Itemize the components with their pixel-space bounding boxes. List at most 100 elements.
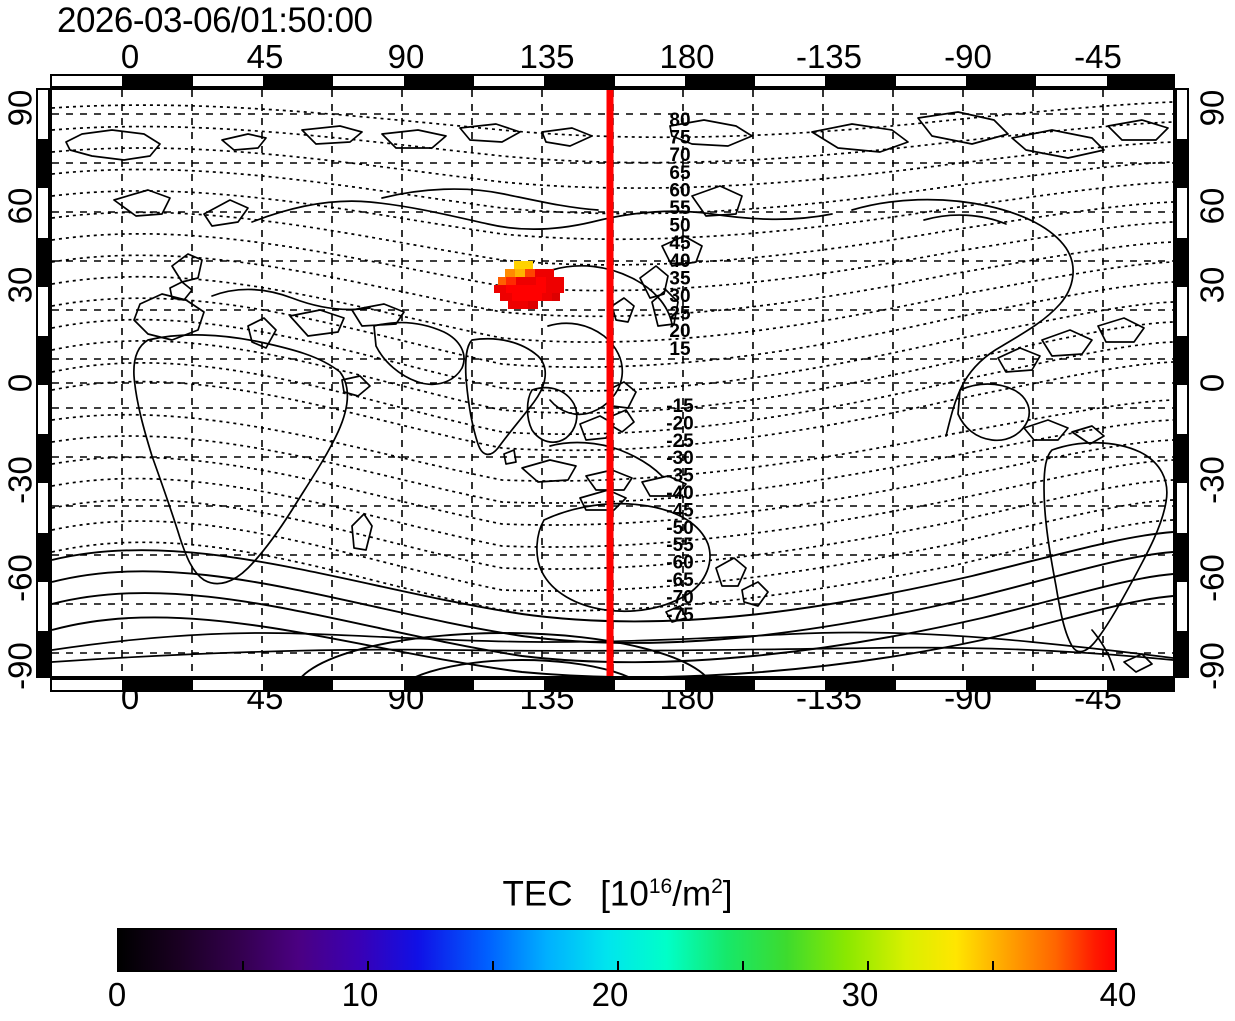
tec-cell <box>516 285 526 293</box>
xaxis-top-tick-m45: -45 <box>1074 38 1122 75</box>
axis-frame-right <box>1175 88 1189 678</box>
yaxis-left-tick-0: 0 <box>1 373 39 393</box>
axis-frame-segment <box>1177 532 1187 582</box>
axis-frame-segment <box>1177 335 1187 385</box>
yaxis-left-tick-m30: -30 <box>1 456 39 504</box>
tec-cell <box>506 277 516 285</box>
tec-cell <box>546 277 556 285</box>
colorbar-tick-20 <box>617 961 619 970</box>
yaxis-left-tick-60: 60 <box>1 187 39 225</box>
tec-cell <box>494 285 506 293</box>
tec-cell <box>532 293 542 301</box>
colorbar-gradient[interactable] <box>117 928 1117 972</box>
tec-enhancement-east-asia <box>494 261 564 309</box>
tec-cell <box>528 301 538 309</box>
contour-label: 55 <box>669 198 691 219</box>
axis-frame-segment <box>122 76 193 86</box>
contour-label: 40 <box>669 251 690 272</box>
colorbar-tick-5 <box>242 961 244 970</box>
yaxis-left-tick-90: 90 <box>1 89 39 127</box>
colorbar-label-40: 40 <box>1099 976 1137 1013</box>
colorbar-unit-mid: /m <box>672 874 712 914</box>
colorbar-label-30: 30 <box>841 976 879 1013</box>
xaxis-top-tick-45: 45 <box>246 38 284 75</box>
tec-cell <box>536 277 546 285</box>
yaxis-left-tick-30: 30 <box>1 266 39 304</box>
contour-label: -75 <box>666 605 694 626</box>
contour-label: 45 <box>669 233 691 254</box>
contour-label: 60 <box>669 180 690 201</box>
colorbar-title: TEC [1016/m2] <box>0 868 1235 914</box>
tec-cell <box>556 277 564 285</box>
xaxis-top-tick-90: 90 <box>387 38 425 75</box>
contour-label: 80 <box>669 110 690 131</box>
xaxis-top-tick-135: 135 <box>519 38 575 75</box>
tec-cell <box>542 293 552 301</box>
tec-cell <box>518 301 528 309</box>
axis-frame-segment <box>684 76 756 86</box>
contour-label: -60 <box>666 553 693 574</box>
axis-frame-segment <box>1177 434 1187 484</box>
colorbar-tick-25 <box>742 961 744 970</box>
tec-cell <box>526 277 536 285</box>
axis-frame-segment <box>1177 630 1187 676</box>
map-plot-area[interactable]: 80 75 70 65 60 55 50 45 40 35 30 25 20 15 -15 -20 -25 -3… <box>50 88 1175 678</box>
axis-frame-segment <box>1106 680 1173 690</box>
xaxis-top-tick-180: 180 <box>659 38 715 75</box>
tec-cell <box>545 269 554 277</box>
axis-frame-segment <box>1106 76 1173 86</box>
contour-label: -35 <box>666 466 694 487</box>
tec-cell <box>556 285 564 293</box>
tec-cell <box>535 269 545 277</box>
contour-label: 25 <box>669 304 691 325</box>
axis-frame-segment <box>262 680 334 690</box>
tec-cell <box>505 269 515 277</box>
contour-label: 30 <box>669 286 690 307</box>
axis-frame-segment <box>38 237 48 287</box>
yaxis-right-tick-30: 30 <box>1193 266 1231 304</box>
yaxis-right-tick-m60: -60 <box>1193 554 1231 602</box>
axis-frame-left <box>36 88 50 678</box>
colorbar-label-20: 20 <box>591 976 629 1013</box>
axis-frame-segment <box>544 76 615 86</box>
contour-label: -30 <box>666 448 693 469</box>
colorbar-tick-10 <box>367 961 369 970</box>
tec-cell <box>514 261 524 269</box>
tec-cell <box>552 293 560 301</box>
axis-frame-segment <box>544 680 615 690</box>
axis-frame-segment <box>262 76 334 86</box>
tec-cell <box>516 277 526 285</box>
contour-label: -65 <box>666 570 694 591</box>
tec-cell <box>515 269 525 277</box>
contour-label: -15 <box>666 396 694 417</box>
colorbar-label-0: 0 <box>107 976 127 1013</box>
axis-frame-segment <box>38 139 48 189</box>
tec-cell <box>498 277 506 285</box>
colorbar-unit-exponent2: 2 <box>711 875 723 898</box>
contour-label: 35 <box>669 268 691 289</box>
contour-label: -25 <box>666 431 694 452</box>
yaxis-right-tick-0: 0 <box>1193 373 1231 393</box>
axis-frame-segment <box>38 630 48 676</box>
map-canvas: 80 75 70 65 60 55 50 45 40 35 30 25 20 15 -15 -20 -25 -3… <box>52 90 1173 676</box>
tec-cell <box>525 269 535 277</box>
axis-frame-segment <box>684 680 756 690</box>
coastlines <box>52 111 1173 673</box>
contour-label: -20 <box>666 413 693 434</box>
axis-frame-segment <box>122 680 193 690</box>
contour-label: 70 <box>669 145 690 166</box>
axis-frame-segment <box>38 335 48 385</box>
contour-label: -40 <box>666 483 693 504</box>
xaxis-top-tick-m90: -90 <box>944 38 992 75</box>
contour-label: -50 <box>666 518 693 539</box>
axis-frame-segment <box>966 680 1037 690</box>
colorbar-unit-suffix: ] <box>722 874 733 914</box>
axis-frame-segment <box>403 76 474 86</box>
axis-frame-segment <box>38 434 48 484</box>
contour-label: 15 <box>669 339 691 360</box>
axis-frame-segment <box>825 680 896 690</box>
axis-frame-segment <box>966 76 1037 86</box>
colorbar-unit-prefix: [10 <box>600 874 649 914</box>
